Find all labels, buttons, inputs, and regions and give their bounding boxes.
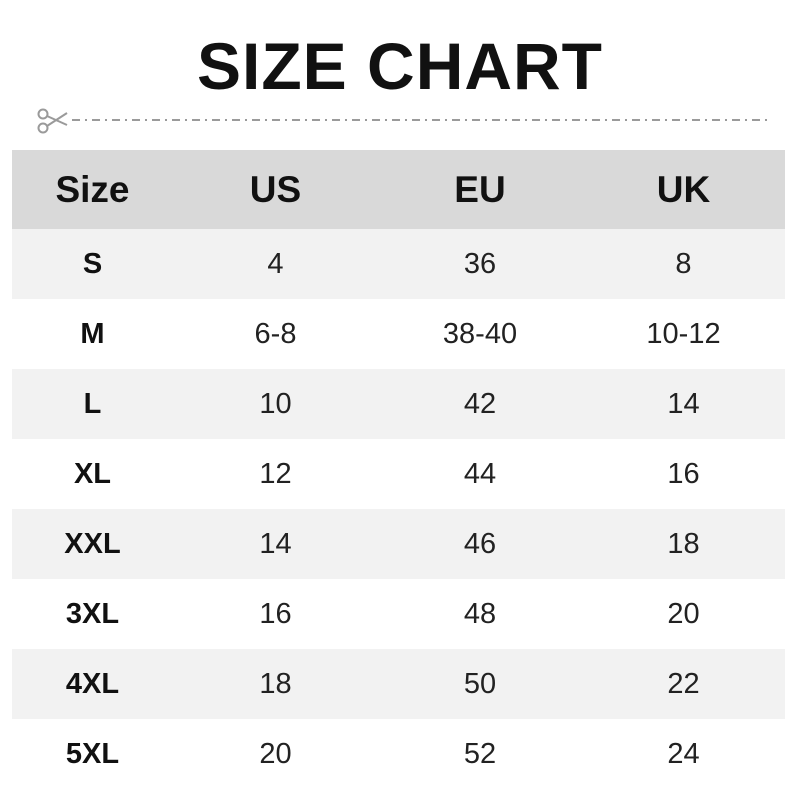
cell-eu: 48 xyxy=(463,597,497,630)
table-row: XXL 14 46 18 xyxy=(12,509,785,579)
table-row: 5XL 20 52 24 xyxy=(12,719,785,789)
size-label: M xyxy=(80,317,105,350)
size-label: 3XL xyxy=(65,597,120,630)
cell-uk: 16 xyxy=(667,457,700,490)
cell-uk: 18 xyxy=(582,509,785,579)
cell-us: 18 xyxy=(173,649,378,719)
column-header-uk: UK xyxy=(582,150,785,229)
size-label: S xyxy=(12,229,173,299)
cell-eu: 42 xyxy=(378,369,582,439)
cell-eu: 38-40 xyxy=(442,317,518,350)
cell-eu: 52 xyxy=(463,737,497,770)
scissors-icon xyxy=(37,108,68,134)
cell-us: 6-8 xyxy=(254,317,297,350)
table-row: S 4 36 8 xyxy=(12,229,785,299)
cell-uk: 8 xyxy=(582,229,785,299)
table-row: 3XL 16 48 20 xyxy=(12,579,785,649)
size-label: L xyxy=(12,369,173,439)
cell-us: 14 xyxy=(173,509,378,579)
size-table: Size US EU UK S 4 36 8 M 6-8 38-40 10-12 L 10 42 14 XL 1… xyxy=(12,150,785,789)
column-header-eu: EU xyxy=(378,150,582,229)
page-title: SIZE CHART xyxy=(197,29,603,103)
size-label: XXL xyxy=(12,509,173,579)
size-label: 4XL xyxy=(12,649,173,719)
cell-us: 20 xyxy=(259,737,292,770)
column-header-size: Size xyxy=(12,150,173,229)
cell-us: 12 xyxy=(259,457,292,490)
cell-us: 16 xyxy=(259,597,292,630)
cut-line xyxy=(37,108,769,134)
cell-eu: 36 xyxy=(378,229,582,299)
cell-uk: 24 xyxy=(667,737,700,770)
size-label: 5XL xyxy=(65,737,120,770)
table-row: M 6-8 38-40 10-12 xyxy=(12,299,785,369)
cell-eu: 44 xyxy=(463,457,497,490)
cell-uk: 20 xyxy=(667,597,700,630)
header-row: Size US EU UK xyxy=(12,150,785,229)
table-row: 4XL 18 50 22 xyxy=(12,649,785,719)
cell-us: 4 xyxy=(173,229,378,299)
cell-uk: 22 xyxy=(582,649,785,719)
cell-uk: 14 xyxy=(582,369,785,439)
cell-eu: 46 xyxy=(378,509,582,579)
cell-us: 10 xyxy=(173,369,378,439)
table-row: L 10 42 14 xyxy=(12,369,785,439)
column-header-us: US xyxy=(173,150,378,229)
cell-uk: 10-12 xyxy=(646,317,721,350)
table-row: XL 12 44 16 xyxy=(12,439,785,509)
size-label: XL xyxy=(73,457,112,490)
cell-eu: 50 xyxy=(378,649,582,719)
